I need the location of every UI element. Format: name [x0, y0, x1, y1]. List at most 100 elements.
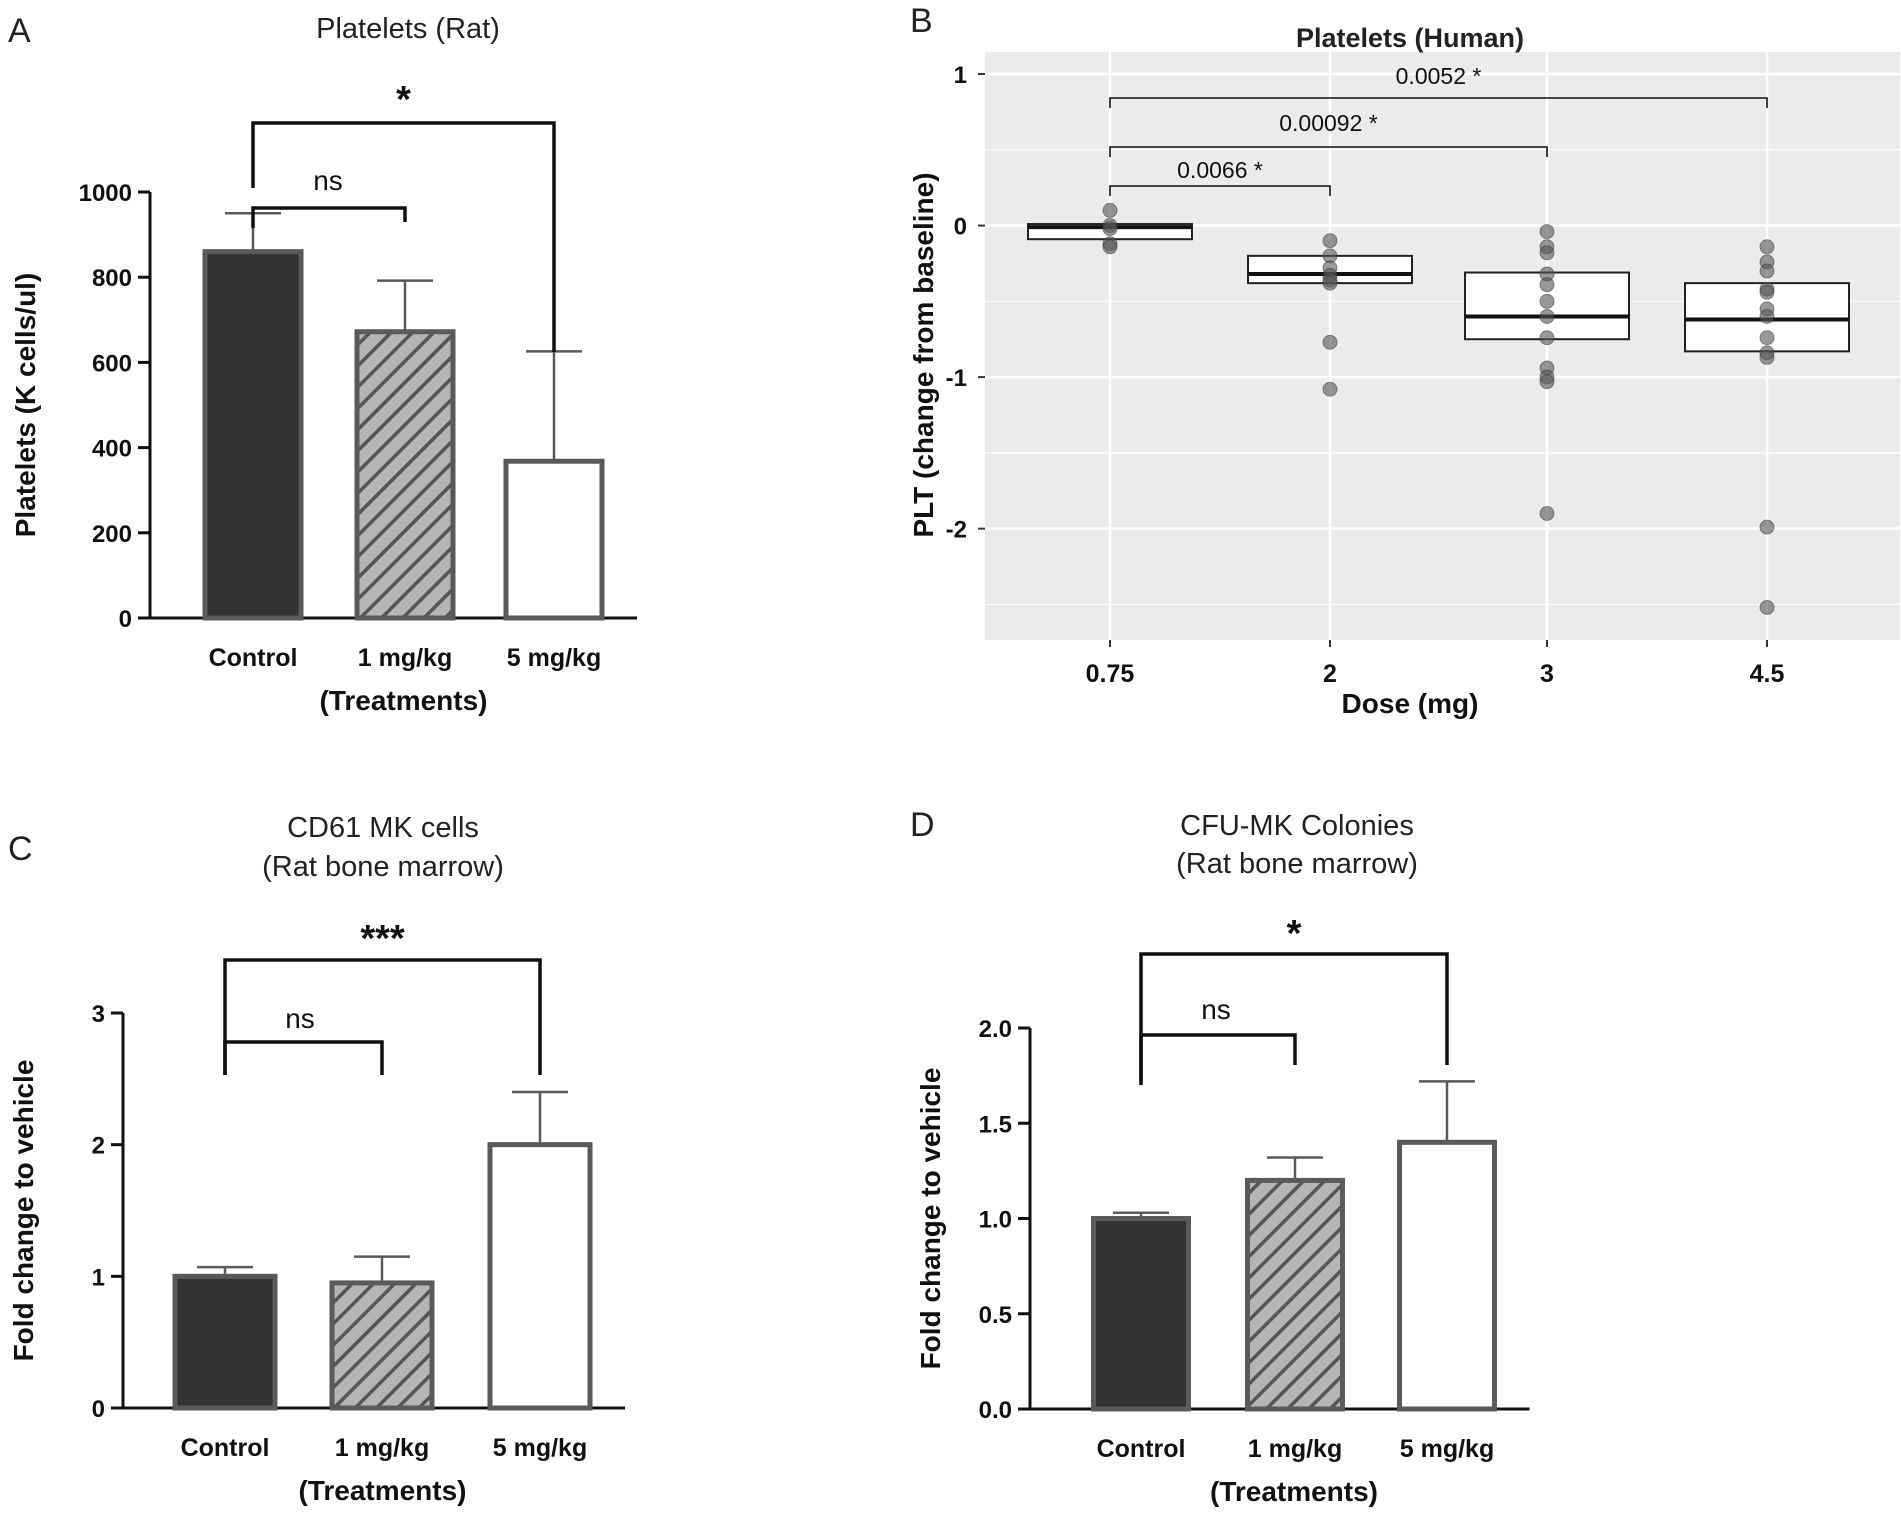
chart-title: Platelets (Rat)	[316, 13, 500, 45]
y-tick-label: 400	[92, 436, 132, 463]
data-point	[1102, 239, 1118, 255]
chart-a: Platelets (Rat) 0 200 400 600 800 1000 Platelet…	[10, 13, 637, 716]
y-tick-label: 0.5	[979, 1302, 1012, 1329]
y-tick-label: 0	[954, 214, 967, 241]
comparison-bracket	[1109, 146, 1548, 157]
data-point	[1322, 334, 1338, 350]
x-tick-label: Control	[1097, 1435, 1186, 1463]
x-axis-label: (Treatments)	[319, 685, 487, 716]
data-point	[1759, 239, 1775, 255]
y-tick-label: -2	[946, 517, 967, 544]
data-point	[1322, 381, 1338, 397]
y-axis-label: Fold change to vehicle	[915, 1068, 946, 1370]
data-point	[1102, 202, 1118, 218]
y-tick-label: -1	[946, 365, 967, 392]
significance-label: ns	[313, 165, 343, 196]
data-point	[1759, 284, 1775, 300]
y-tick-label: 0	[119, 606, 132, 633]
data-point	[1539, 277, 1555, 293]
chart-title: (Rat bone marrow)	[262, 851, 504, 883]
data-point	[1539, 245, 1555, 261]
x-tick-label: 5 mg/kg	[507, 644, 601, 672]
data-point	[1539, 374, 1555, 390]
comparison-bracket	[1109, 97, 1768, 108]
y-tick-label: 3	[92, 1001, 105, 1028]
bar	[354, 329, 456, 621]
y-axis-label: Platelets (K cells/ul)	[10, 273, 41, 538]
panel-d-letter: D	[910, 806, 935, 844]
data-point	[1539, 308, 1555, 324]
y-axis-label: PLT (change from baseline)	[908, 172, 939, 537]
data-point	[1759, 308, 1775, 324]
x-tick-label: 1 mg/kg	[358, 644, 452, 672]
significance-label: ***	[360, 918, 405, 960]
significance-label: ns	[1201, 994, 1231, 1025]
y-axis-label: Fold change to vehicle	[8, 1060, 39, 1362]
chart-title: CD61 MK cells	[287, 812, 479, 844]
bar	[1397, 1139, 1497, 1412]
y-tick-label: 1	[92, 1264, 105, 1291]
comparison-bracket	[1109, 185, 1331, 196]
data-point	[1759, 349, 1775, 365]
data-point	[1759, 599, 1775, 615]
data-point	[1759, 519, 1775, 535]
y-tick-label: 1.5	[979, 1111, 1012, 1138]
y-tick-label: 800	[92, 265, 132, 292]
x-tick-label: Control	[209, 644, 298, 672]
x-tick-label: 4.5	[1750, 660, 1785, 688]
y-tick-label: 200	[92, 521, 132, 548]
x-tick-label: 0.75	[1086, 660, 1135, 688]
x-tick-label: 5 mg/kg	[1400, 1435, 1494, 1463]
significance-bracket	[251, 206, 407, 228]
bar	[1245, 1177, 1345, 1412]
panel-c-letter: C	[8, 830, 33, 868]
significance-bracket	[251, 121, 556, 352]
panel-a-letter: A	[8, 12, 31, 50]
data-point	[1539, 330, 1555, 346]
significance-bracket	[1139, 952, 1449, 1085]
significance-label: ns	[285, 1003, 315, 1034]
significance-bracket	[223, 1040, 384, 1075]
y-tick-label: 1.0	[979, 1207, 1012, 1234]
bar	[1091, 1216, 1191, 1412]
y-tick-label: 2.0	[979, 1016, 1012, 1043]
x-axis-label: (Treatments)	[1210, 1476, 1378, 1507]
comparison-label: 0.0066 *	[1177, 157, 1263, 183]
significance-bracket	[223, 958, 542, 1075]
data-point	[1539, 293, 1555, 309]
bar	[329, 1280, 435, 1411]
panel-b-letter: B	[910, 2, 933, 40]
chart-c: CD61 MK cells (Rat bone marrow) 0 1 2 3 Fold c…	[8, 812, 625, 1506]
bar	[503, 458, 605, 621]
data-point	[1539, 224, 1555, 240]
y-tick-label: 0	[92, 1396, 105, 1423]
x-tick-label: 1 mg/kg	[335, 1434, 429, 1462]
y-tick-label: 1	[954, 62, 967, 89]
x-tick-label: 5 mg/kg	[493, 1434, 587, 1462]
bar	[487, 1142, 593, 1411]
x-tick-label: Control	[181, 1434, 270, 1462]
data-point	[1759, 263, 1775, 279]
x-axis-label: (Treatments)	[298, 1475, 466, 1506]
x-tick-label: 1 mg/kg	[1248, 1435, 1342, 1463]
y-tick-label: 0.0	[979, 1397, 1012, 1424]
x-tick-label: 3	[1540, 660, 1554, 688]
chart-title: (Rat bone marrow)	[1176, 848, 1418, 880]
bar	[172, 1273, 278, 1411]
bar	[202, 249, 304, 621]
x-axis-label: Dose (mg)	[1342, 688, 1479, 719]
data-point	[1322, 233, 1338, 249]
chart-title: CFU-MK Colonies	[1180, 810, 1414, 842]
data-point	[1322, 275, 1338, 291]
significance-label: *	[1287, 913, 1302, 955]
x-tick-label: 2	[1323, 660, 1337, 688]
y-tick-label: 600	[92, 350, 132, 377]
chart-title: Platelets (Human)	[1296, 23, 1524, 53]
y-tick-label: 1000	[79, 180, 132, 207]
comparison-label: 0.0052 *	[1396, 63, 1482, 89]
data-point	[1759, 330, 1775, 346]
y-tick-label: 2	[92, 1133, 105, 1160]
significance-bracket	[1139, 1033, 1297, 1085]
comparison-label: 0.00092 *	[1279, 110, 1378, 136]
